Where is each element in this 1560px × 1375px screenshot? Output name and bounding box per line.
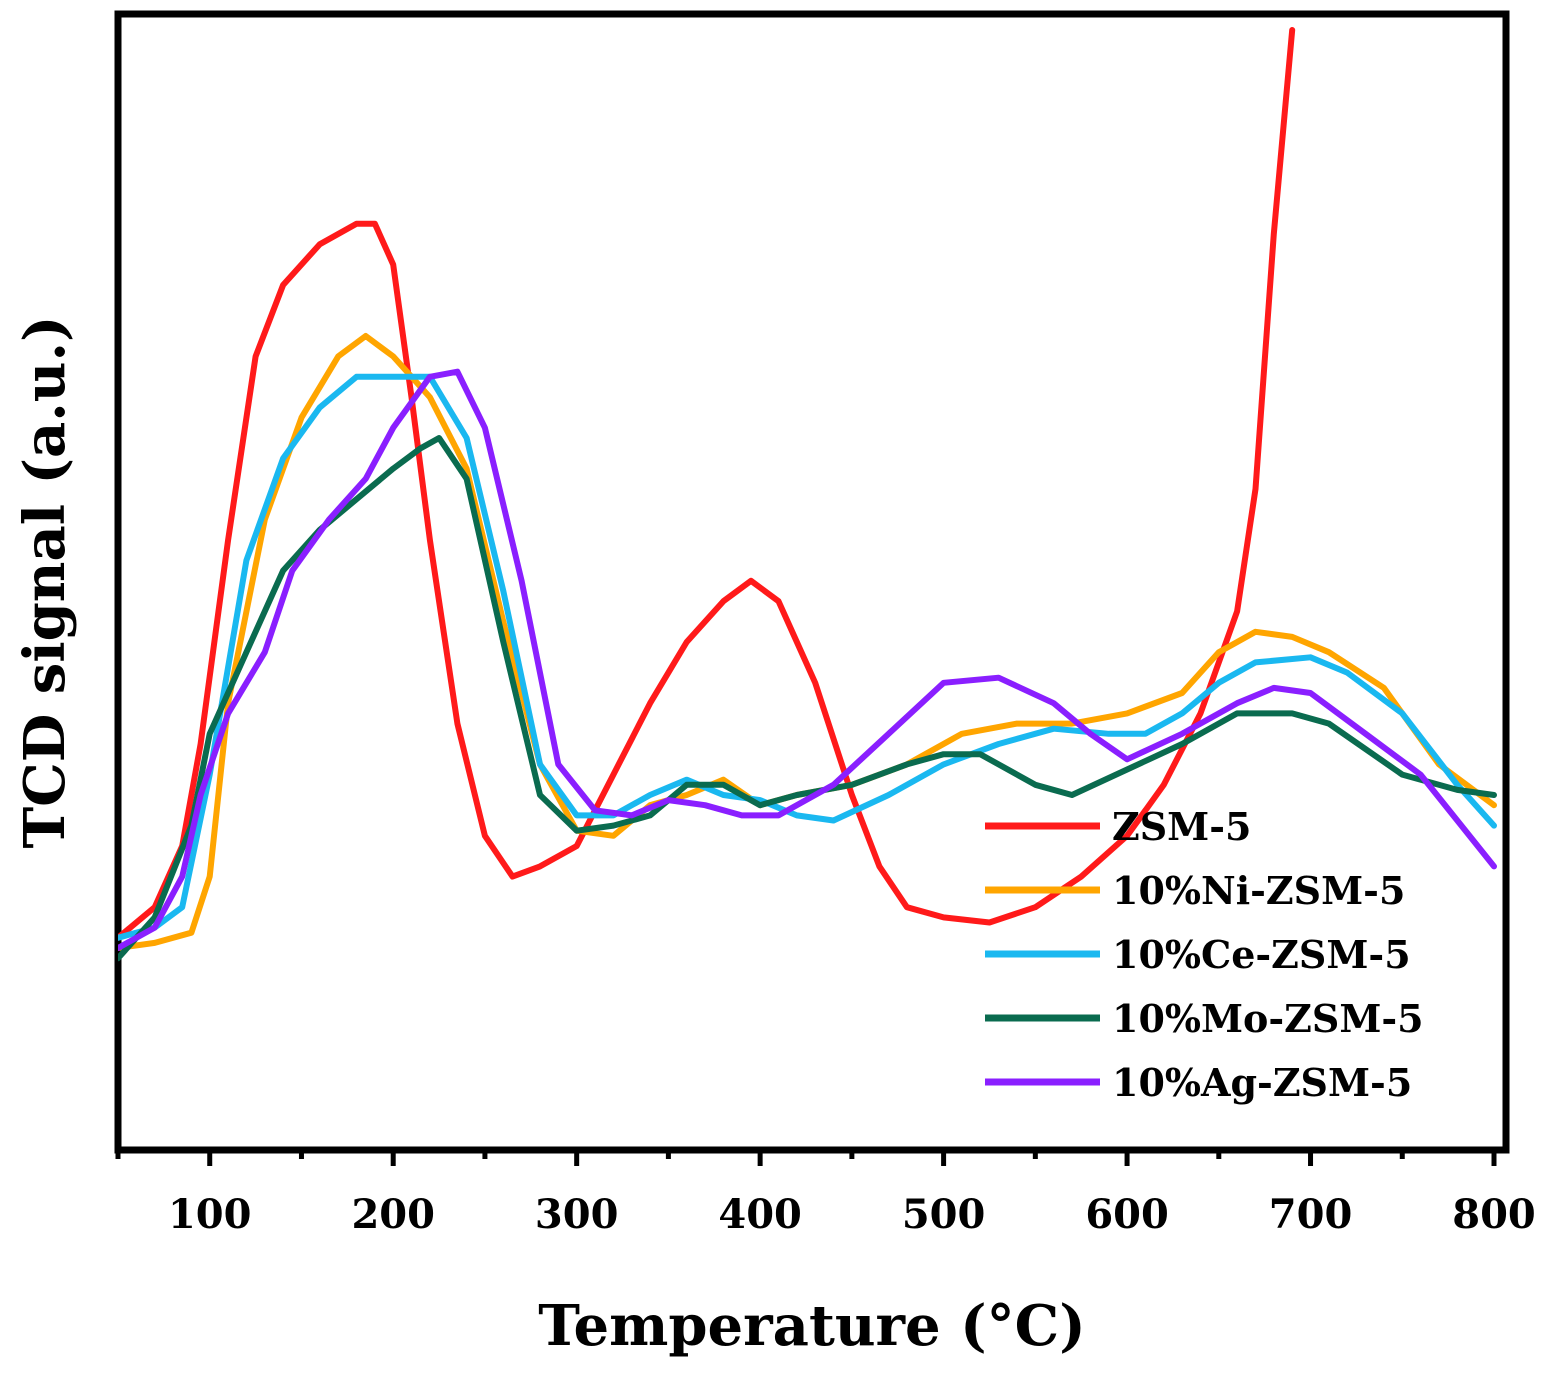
x-tick-label: 300 <box>535 1191 619 1238</box>
series-line-10-mo-zsm-5 <box>118 435 1497 962</box>
x-tick-label: 600 <box>1085 1191 1169 1238</box>
legend-label: 10%Ni-ZSM-5 <box>1112 868 1405 913</box>
x-tick-label: 700 <box>1269 1191 1353 1238</box>
series-line-10-ag-zsm-5 <box>118 368 1497 951</box>
series-line-10-ce-zsm-5 <box>118 373 1497 941</box>
x-tick-label: 200 <box>351 1191 435 1238</box>
x-tick-label: 400 <box>718 1191 802 1238</box>
x-tick-label: 100 <box>168 1191 252 1238</box>
x-tick-label: 800 <box>1452 1191 1536 1238</box>
series-line-zsm-5 <box>118 27 1296 941</box>
series-line-10-ni-zsm-5 <box>118 333 1497 951</box>
legend-label: 10%Ag-ZSM-5 <box>1112 1060 1412 1105</box>
x-axis-ticks: 100 200 300 400 500 600 700 800 <box>115 1150 1536 1238</box>
legend: ZSM-5 10%Ni-ZSM-5 10%Ce-ZSM-5 10%Mo-ZSM-5 10… <box>985 804 1424 1105</box>
legend-label: 10%Ce-ZSM-5 <box>1112 932 1411 977</box>
plot-frame <box>114 10 1510 1154</box>
series-layer <box>118 27 1497 962</box>
legend-label: 10%Mo-ZSM-5 <box>1112 996 1424 1041</box>
legend-label: ZSM-5 <box>1112 804 1251 849</box>
x-tick-label: 500 <box>902 1191 986 1238</box>
y-axis-title: TCD signal (a.u.) <box>12 315 78 848</box>
x-axis-title: Temperature (°C) <box>538 1293 1085 1359</box>
